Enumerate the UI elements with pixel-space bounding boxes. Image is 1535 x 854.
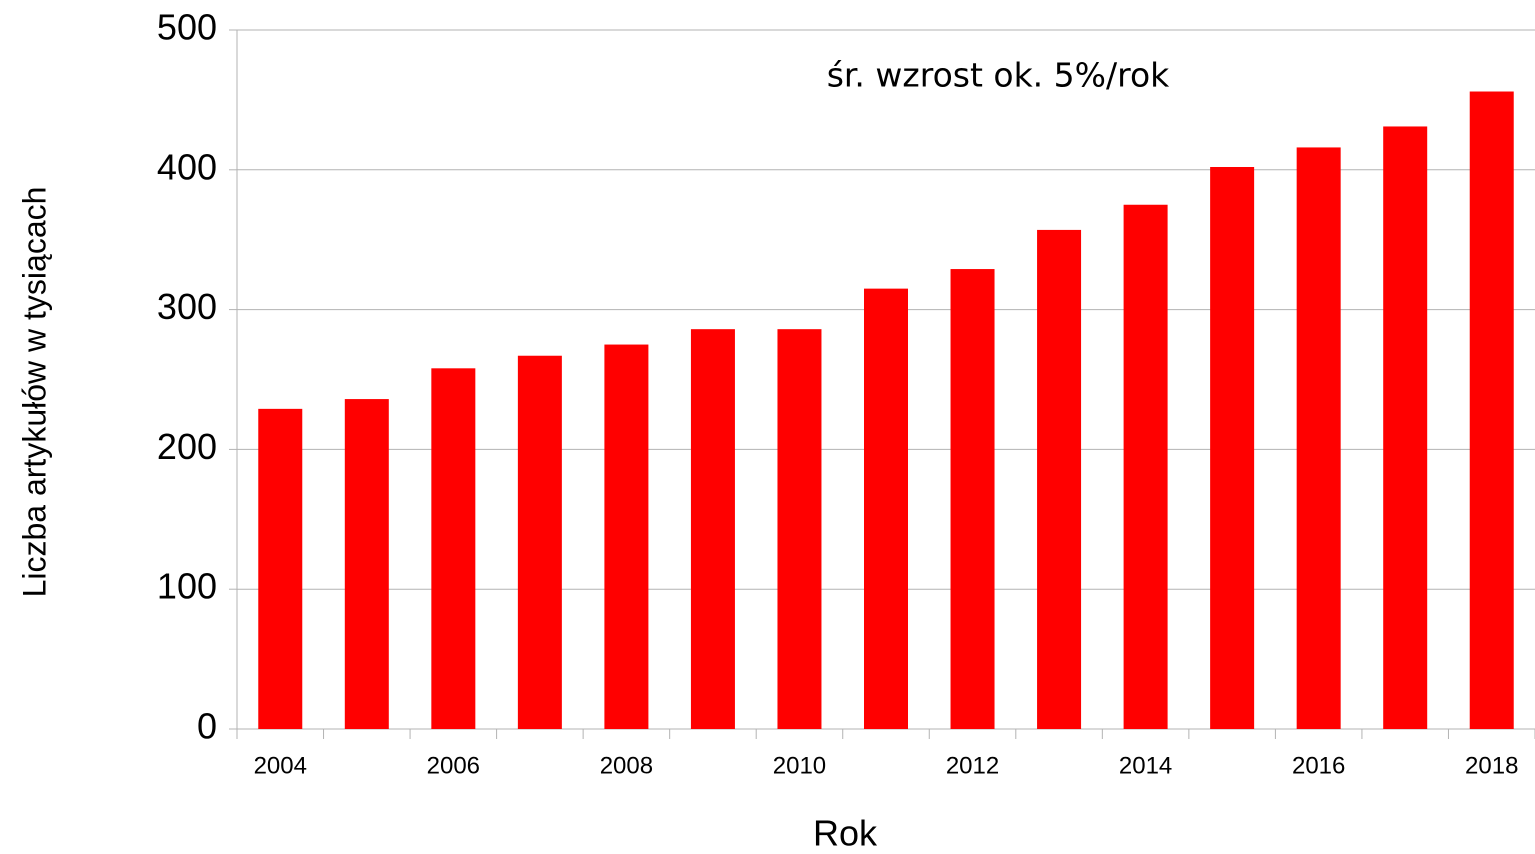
- x-tick-label: 2004: [254, 752, 307, 779]
- y-tick-label: 200: [157, 426, 217, 467]
- x-tick-label: 2018: [1465, 752, 1518, 779]
- y-tick-label: 0: [197, 706, 217, 747]
- x-axis-label: Rok: [813, 813, 878, 854]
- y-tick-label: 400: [157, 146, 217, 187]
- bar: [258, 408, 303, 729]
- bar: [344, 399, 389, 729]
- y-tick-label: 500: [157, 7, 217, 48]
- x-tick-label: 2014: [1119, 752, 1172, 779]
- bar: [431, 368, 476, 729]
- bar: [1383, 126, 1428, 730]
- bar: [517, 355, 562, 729]
- bar: [1296, 147, 1341, 729]
- bar: [1210, 167, 1255, 729]
- annotation: śr. wzrost ok. 5%/rok: [827, 56, 1170, 95]
- bar: [864, 288, 908, 729]
- bar: [604, 344, 649, 729]
- bar: [950, 269, 995, 729]
- bar: [1037, 229, 1082, 729]
- y-tick-label: 300: [157, 286, 217, 327]
- x-tick-label: 2008: [600, 752, 653, 779]
- x-tick-label: 2016: [1292, 752, 1345, 779]
- x-tick-label: 2012: [946, 752, 999, 779]
- bar: [1123, 204, 1168, 729]
- y-axis-label: Liczba artykułów w tysiącach: [16, 187, 52, 598]
- y-tick-label: 100: [157, 566, 217, 607]
- bar: [1469, 91, 1514, 729]
- bar: [777, 329, 822, 729]
- bar: [690, 329, 735, 729]
- x-tick-label: 2010: [773, 752, 826, 779]
- x-tick-label: 2006: [427, 752, 480, 779]
